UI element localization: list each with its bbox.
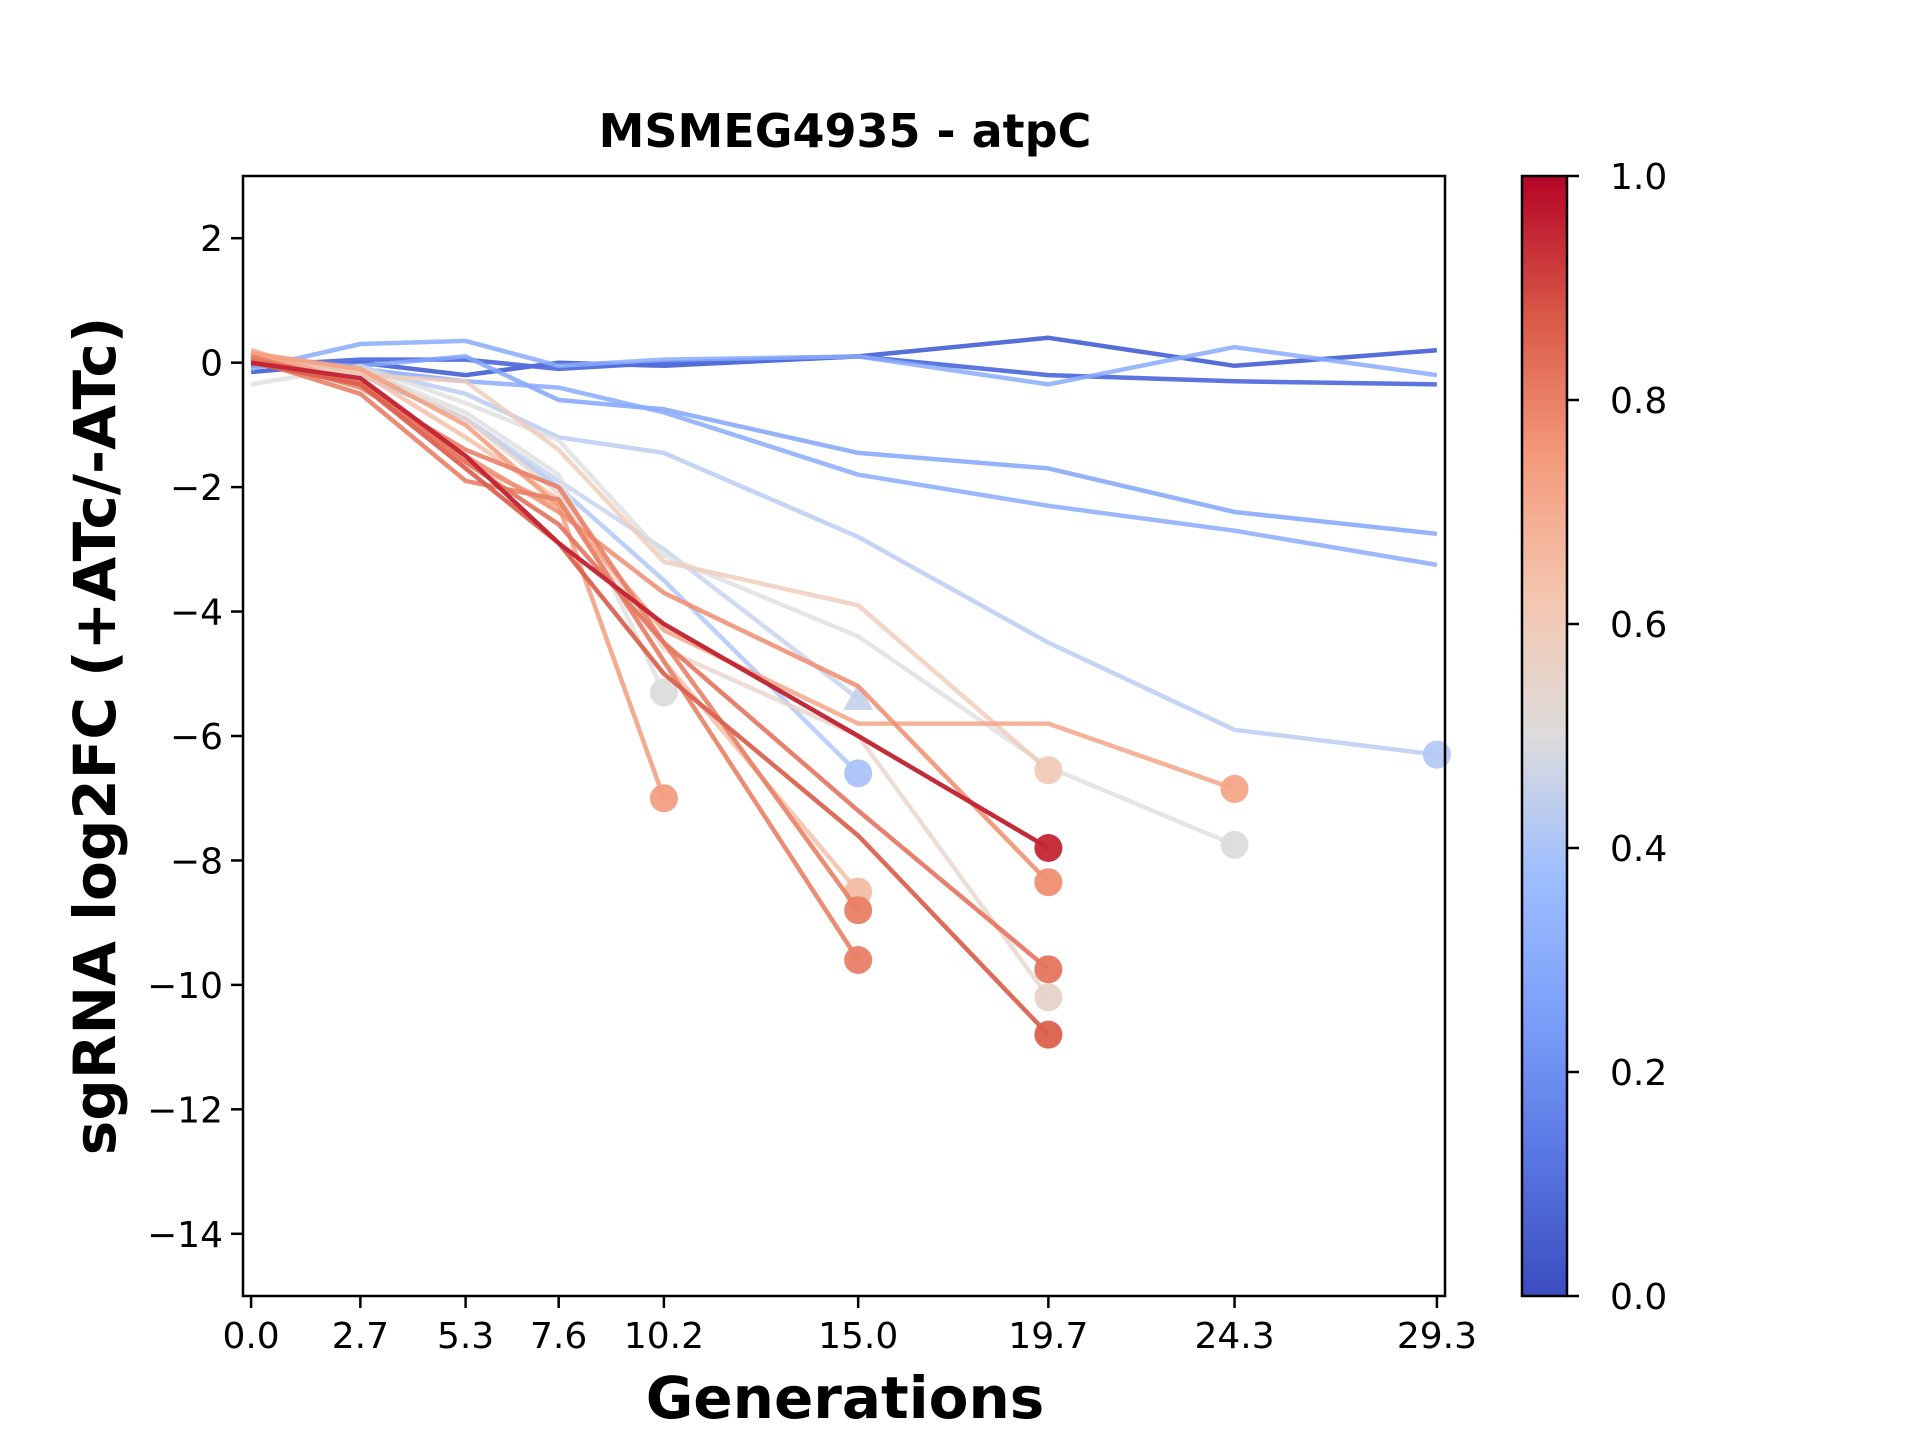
series-end-marker: [844, 896, 873, 925]
y-tick-label: −12: [147, 1090, 223, 1131]
y-tick-label: −10: [147, 966, 223, 1007]
y-axis-label: sgRNA log2FC (+ATc/-ATc): [61, 317, 129, 1155]
series-end-marker: [1034, 1020, 1063, 1049]
chart-title: MSMEG4935 - atpC: [599, 104, 1092, 158]
x-tick-label: 24.3: [1194, 1316, 1274, 1357]
series-line: [250, 351, 860, 775]
x-tick-label: 0.0: [222, 1316, 279, 1357]
y-tick-label: −6: [170, 717, 223, 758]
x-tick-label: 10.2: [624, 1316, 704, 1357]
x-tick-label: 15.0: [818, 1316, 898, 1357]
y-axis-ticks: 2 0 −2 −4 −6 −8 −10 −12 −14: [147, 219, 243, 1256]
y-tick-label: −14: [147, 1215, 223, 1256]
y-tick-label: 0: [200, 344, 223, 385]
colorbar-tick-label: 0.8: [1610, 381, 1667, 422]
x-axis-ticks: 0.0 2.7 5.3 7.6 10.2 15.0 19.7 24.3 29.3: [222, 1296, 1477, 1357]
series-line: [250, 360, 1050, 850]
colorbar-tick-label: 0.2: [1610, 1053, 1667, 1094]
series-line: [250, 351, 667, 799]
colorbar-tick-label: 0.4: [1610, 829, 1667, 870]
x-axis-label: Generations: [646, 1364, 1045, 1432]
x-tick-label: 2.7: [332, 1316, 389, 1357]
series-line: [250, 357, 1050, 972]
series-end-marker: [1422, 740, 1451, 769]
series-end-marker: [1034, 756, 1063, 785]
series-end-marker: [844, 946, 873, 974]
series-line: [251, 354, 1438, 537]
series-line: [250, 354, 1050, 772]
series-end-marker: [649, 678, 678, 707]
colorbar-tick-label: 0.0: [1610, 1277, 1667, 1318]
series-line: [250, 335, 1438, 378]
y-tick-label: −4: [170, 593, 223, 634]
series-end-marker: [843, 683, 874, 710]
x-tick-label: 19.7: [1008, 1316, 1088, 1357]
series-end-marker: [1034, 868, 1063, 897]
colorbar: [1520, 174, 1569, 1298]
series-line: [250, 357, 1438, 757]
colorbar-tick-label: 0.6: [1610, 605, 1667, 646]
series-end-marker: [1034, 983, 1063, 1012]
y-tick-label: −2: [170, 468, 223, 509]
plot-area: [250, 335, 1451, 1049]
y-tick-label: −8: [170, 841, 223, 882]
colorbar-ticks: 0.0 0.2 0.4 0.6 0.8 1.0: [1567, 157, 1667, 1318]
series-end-marker: [1220, 830, 1249, 859]
series-line: [250, 357, 861, 962]
colorbar-tick-label: 1.0: [1610, 157, 1667, 198]
x-tick-label: 7.6: [530, 1316, 587, 1357]
series-line: [250, 354, 1437, 387]
series-line: [250, 360, 1051, 1037]
series-end-marker: [1034, 834, 1063, 862]
series-end-marker: [1220, 774, 1249, 803]
x-tick-label: 29.3: [1397, 1316, 1477, 1357]
series-end-marker: [1034, 955, 1063, 984]
x-tick-label: 5.3: [437, 1316, 494, 1357]
series-end-marker: [844, 759, 873, 788]
series-line: [250, 360, 860, 701]
y-tick-label: 2: [200, 219, 223, 260]
series-line: [250, 338, 1438, 387]
series-end-marker: [649, 784, 678, 813]
series-line: [250, 354, 1438, 568]
